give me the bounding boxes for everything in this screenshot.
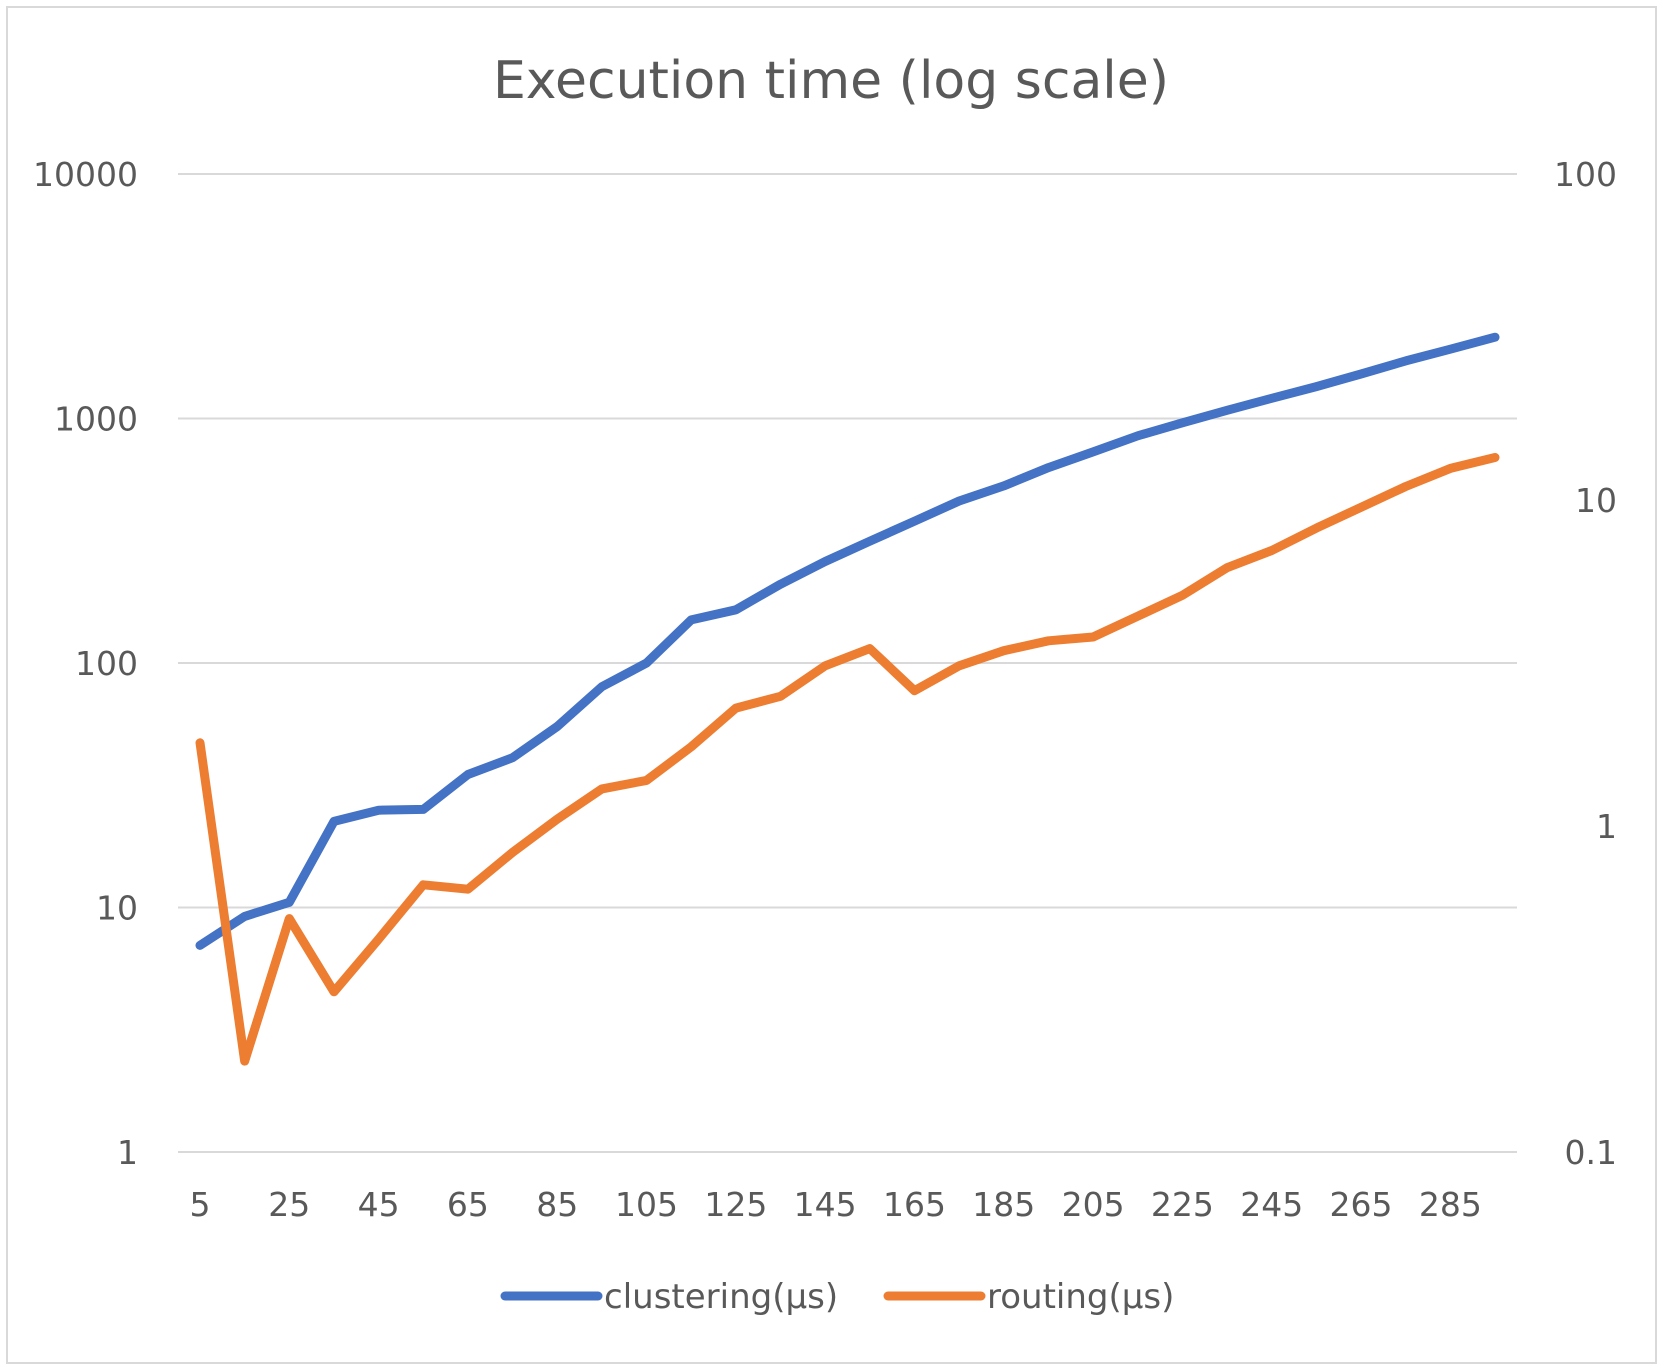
x-tick-label: 285 [1419, 1185, 1482, 1224]
x-tick-label: 185 [972, 1185, 1035, 1224]
series-lines [195, 332, 1500, 1066]
x-tick-label: 45 [358, 1185, 400, 1224]
x-tick-label: 65 [447, 1185, 489, 1224]
y-left-tick-label: 10000 [33, 155, 138, 194]
x-tick-label: 5 [190, 1185, 211, 1224]
x-tick-label: 225 [1151, 1185, 1214, 1224]
y-axis-left-ticks: 1 10 100 1000 10000 [33, 155, 138, 1172]
y-right-tick-label: 10 [1575, 481, 1617, 520]
chart-title: Execution time (log scale) [493, 51, 1169, 111]
legend-label-routing: routing(µs) [987, 1277, 1174, 1317]
y-right-tick-label: 0.1 [1565, 1133, 1617, 1172]
y-right-tick-label: 1 [1596, 807, 1617, 846]
x-tick-label: 125 [704, 1185, 767, 1224]
x-tick-label: 265 [1330, 1185, 1393, 1224]
y-left-tick-label: 10 [96, 889, 138, 928]
legend-label-clustering: clustering(µs) [604, 1277, 838, 1317]
gridlines [178, 173, 1517, 1153]
y-axis-right-ticks: 0.1 1 10 100 [1554, 155, 1617, 1172]
x-tick-label: 25 [268, 1185, 310, 1224]
x-tick-label: 105 [615, 1185, 678, 1224]
x-tick-label: 85 [536, 1185, 578, 1224]
y-left-tick-label: 100 [75, 644, 138, 683]
y-left-tick-label: 1000 [54, 400, 138, 439]
series-line-clustering [195, 332, 1500, 950]
x-tick-label: 205 [1062, 1185, 1125, 1224]
x-tick-label: 165 [883, 1185, 946, 1224]
x-axis-ticks: 5 25 45 65 85 105 125 145 165 185 205 225 245 265 285 [190, 1185, 1482, 1224]
x-tick-label: 145 [794, 1185, 857, 1224]
series-line-routing [195, 453, 1500, 1066]
y-right-tick-label: 100 [1554, 155, 1617, 194]
x-tick-label: 245 [1240, 1185, 1303, 1224]
legend: clustering(µs) routing(µs) [500, 1277, 1174, 1317]
y-left-tick-label: 1 [117, 1133, 138, 1172]
chart-frame [6, 6, 1657, 1364]
